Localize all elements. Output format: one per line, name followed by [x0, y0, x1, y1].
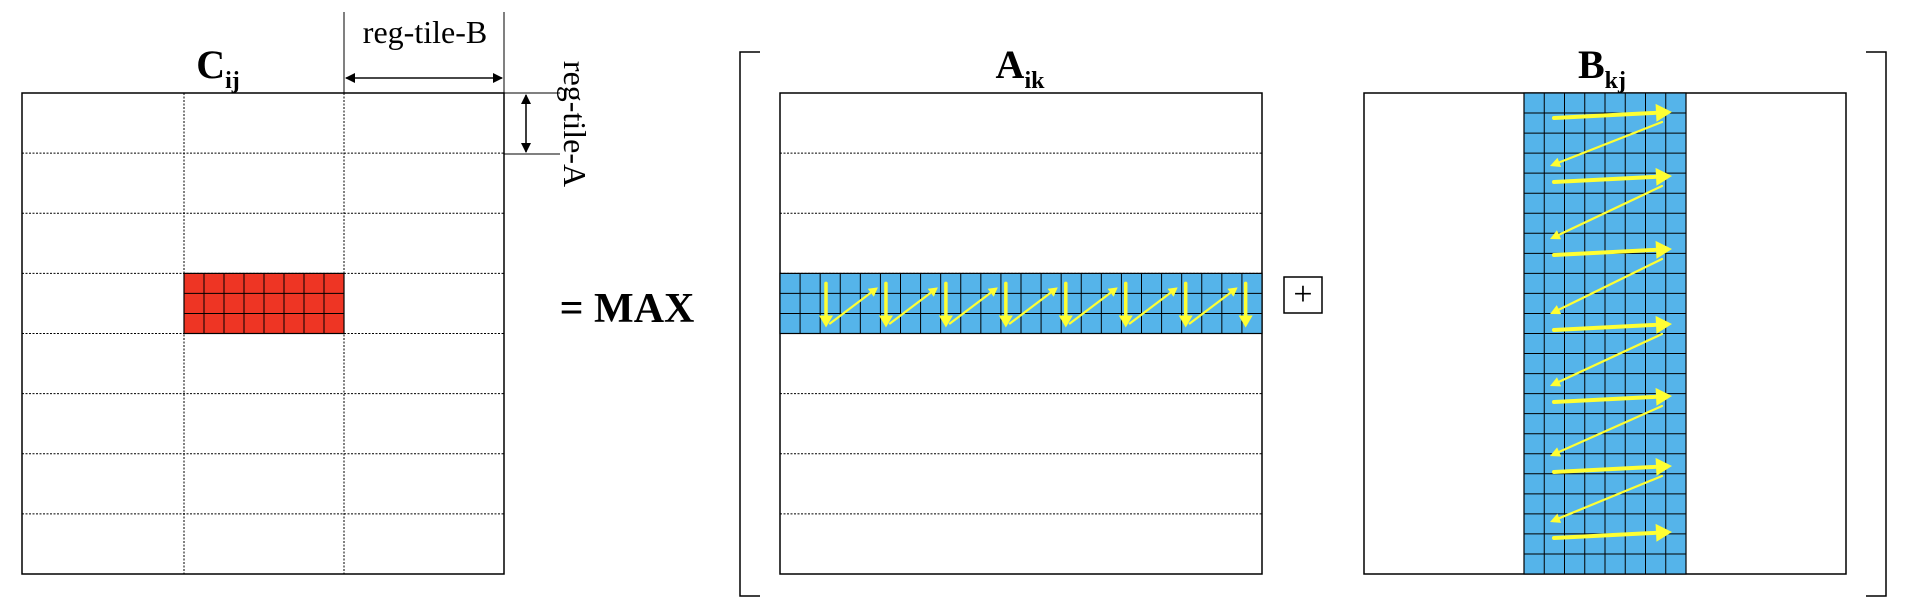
matrix-a-diag-arrow [828, 287, 878, 325]
matrix-a-diag-arrow-head [1047, 287, 1058, 297]
matrix-a-down-arrow [1058, 281, 1073, 328]
plus-operator: + [1283, 276, 1323, 314]
matrix-a-diag-arrow [948, 287, 998, 325]
matrix-a-down-arrow-head [1118, 315, 1133, 328]
matrix-a-diag-arrow-head [987, 287, 998, 297]
matrix-b-return-arrow-head [1550, 513, 1562, 523]
matrix-a-down-arrow-head [1178, 315, 1193, 328]
matrix-a-diag-arrow [1008, 287, 1058, 325]
equals-max-label: = MAX [560, 286, 695, 332]
matrix-b-return-arrow-shaft [1558, 120, 1664, 164]
matrix-b-right-arrow-head [1655, 315, 1672, 334]
matrix-b [1363, 92, 1847, 575]
matrix-b-right-arrow [1552, 240, 1672, 259]
matrix-a-down-arrow [819, 281, 833, 328]
matrix-a-diag-arrow-shaft [888, 291, 932, 325]
matrix-a-down-arrow-head [1058, 315, 1073, 328]
matrix-b-right-arrow [1552, 523, 1672, 542]
matrix-a-diag-arrow [1128, 287, 1178, 325]
plus-label: + [1293, 276, 1312, 313]
matrix-b-right-arrow [1552, 103, 1672, 122]
matrix-c-register-tile [183, 272, 345, 335]
matrix-a-diag-arrow-head [927, 287, 938, 297]
matrix-b-label: Bkj [1578, 42, 1626, 94]
matrix-a [779, 92, 1263, 575]
matrix-a-down-arrow-head [998, 315, 1013, 328]
matrix-a-diag-arrow [888, 287, 938, 325]
matrix-b-return-arrow [1550, 120, 1664, 167]
matrix-b-right-arrow-head [1655, 103, 1672, 122]
matrix-a-down-arrow-head [878, 315, 893, 328]
matrix-b-right-arrow-head [1655, 457, 1672, 476]
matrix-a-down-arrow [938, 281, 953, 328]
reg-tile-a-dimension: reg-tile-A [504, 61, 593, 187]
matrix-b-right-arrow-shaft [1552, 464, 1659, 474]
matrix-a-diag-arrow-shaft [1128, 291, 1172, 325]
matrix-b-return-arrow [1550, 404, 1664, 457]
matrix-a-diag-arrow [1068, 287, 1118, 325]
matrix-a-down-arrow [1118, 281, 1133, 328]
matrix-b-right-arrow-shaft [1552, 530, 1659, 540]
matrix-a-diag-arrow [1188, 287, 1238, 325]
matrix-a-diag-arrow-shaft [1068, 291, 1112, 325]
matrix-a-traversal-arrows [819, 281, 1253, 328]
matrix-a-down-arrow-head [1238, 315, 1253, 328]
matrix-b-right-arrow-head [1655, 387, 1672, 406]
matrix-a-row-strip [779, 272, 1263, 335]
matrix-b-right-arrow-head [1655, 167, 1672, 186]
matrix-a-diag-arrow-head [1107, 287, 1118, 297]
matrix-c [21, 92, 505, 575]
matrix-b-right-arrow [1552, 315, 1672, 334]
matrix-a-diag-arrow-shaft [1008, 291, 1052, 325]
reg-tile-b-label: reg-tile-B [363, 14, 487, 50]
matrix-b-return-arrow-head [1550, 230, 1562, 240]
matrix-b-return-arrow-shaft [1557, 184, 1664, 236]
reg-tile-a-label: reg-tile-A [557, 61, 593, 187]
matrix-b-traversal-arrows [1550, 103, 1672, 542]
matrix-b-return-arrow-head [1550, 377, 1562, 387]
matrix-b-return-arrow-head [1550, 157, 1562, 167]
right-bracket [1866, 51, 1887, 597]
matrix-b-right-arrow-shaft [1552, 322, 1659, 332]
left-bracket [739, 51, 760, 597]
matrix-a-diag-arrow-shaft [948, 291, 992, 325]
matrix-b-right-arrow [1552, 167, 1672, 186]
matrix-b-return-arrow [1550, 332, 1664, 387]
matrix-a-diag-arrow-shaft [1188, 291, 1232, 325]
matrix-a-down-arrow [878, 281, 893, 328]
matrix-a-down-arrow-head [819, 315, 833, 328]
matrix-b-right-arrow-shaft [1552, 394, 1659, 404]
matrix-a-down-arrow [998, 281, 1013, 328]
matrix-b-return-arrow-shaft [1558, 404, 1664, 454]
matrix-a-diag-arrow-head [1227, 287, 1238, 297]
matrix-b-return-arrow-head [1550, 305, 1562, 315]
matrix-b-return-arrow [1550, 257, 1664, 315]
matrix-b-right-arrow [1552, 457, 1672, 476]
matrix-b-return-arrow-shaft [1558, 474, 1664, 520]
matrix-a-label: Aik [996, 42, 1046, 94]
matrix-c-label: Cij [196, 42, 240, 94]
matrix-a-down-arrow [1178, 281, 1193, 328]
matrix-c-band-lines [22, 93, 504, 574]
matrix-b-right-arrow-shaft [1552, 174, 1659, 184]
matrix-a-down-arrow [1238, 281, 1253, 328]
matrix-a-diag-arrow-head [867, 287, 878, 297]
matrix-a-diag-arrow-shaft [828, 291, 872, 325]
matrix-b-right-arrow-shaft [1552, 247, 1659, 257]
matrix-b-return-arrow-shaft [1557, 257, 1664, 311]
matrix-b-right-arrow-head [1655, 523, 1672, 542]
matrix-b-right-arrow-head [1655, 240, 1672, 259]
matrix-b-return-arrow-shaft [1557, 332, 1664, 383]
matrix-b-return-arrow [1550, 184, 1664, 240]
reg-tile-b-dimension: reg-tile-B [343, 12, 505, 93]
matrix-b-return-arrow-head [1550, 447, 1562, 457]
matrix-b-right-arrow-shaft [1552, 110, 1659, 120]
matrix-b-return-arrow [1550, 474, 1664, 523]
matrix-a-diag-arrow-head [1167, 287, 1178, 297]
matrix-b-column-strip [1523, 92, 1687, 575]
matrix-a-down-arrow-head [938, 315, 953, 328]
matrix-b-right-arrow [1552, 387, 1672, 406]
